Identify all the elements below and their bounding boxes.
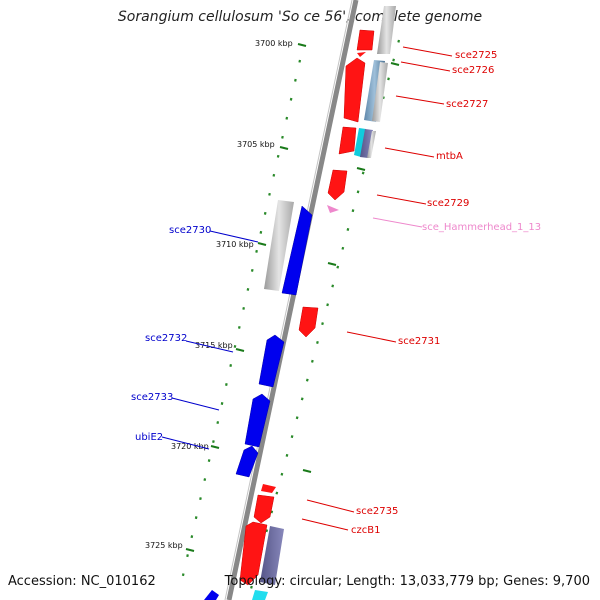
cds-sce2730-grey [264,200,294,291]
tick-label: 3710 kbp [216,240,254,249]
reverse-cds-track [204,200,313,600]
gene-label: sce2725 [455,50,497,61]
gene-label: sce_Hammerhead_1_13 [422,222,541,233]
tick-label: 3715 kbp [195,341,233,350]
genome-backbone [224,0,359,600]
tick-label: 3705 kbp [237,140,275,149]
gene-label: sce2735 [356,506,398,517]
cds-bottom-blue [204,590,219,600]
feature-purple [360,129,373,158]
feature-grey-small [367,131,376,158]
gene-label: sce2727 [446,99,488,110]
feature-cyan-lower [252,590,268,600]
feature-cyan [354,128,366,157]
cds-sce2735 [253,494,275,524]
gene-label: sce2726 [452,65,494,76]
feature-grey-top [377,6,396,54]
gene-label: mtbA [436,151,463,162]
feature-grey-mid [372,62,388,122]
cds-sce2733 [244,393,271,448]
gene-label: sce2732 [145,333,187,344]
cds-sce2725 [356,29,375,51]
gene-label: ubiE2 [135,432,163,443]
rna-sce_Hammerhead_1_13 [327,205,339,213]
cds-ubiE2 [235,445,259,478]
tick-dashes [185,43,400,552]
gene-label: sce2730 [169,225,211,236]
tick-label: 3725 kbp [145,541,183,550]
label-leaders [161,46,453,531]
cds-sce2731 [298,306,319,338]
cds-mtbA [338,126,357,155]
gene-labels: sce2725 sce2726 sce2727 mtbA sce2729 sce… [131,50,541,536]
cds-czcB1 [239,521,268,586]
cds-sce2735-a [261,484,276,493]
tick-label: 3700 kbp [255,39,293,48]
gene-label: czcB1 [351,525,380,536]
cds-sce2727 [343,57,366,123]
cds-sce2729 [327,169,348,201]
feature-purple-lower [260,526,284,585]
feature-track-outer [252,6,396,600]
inner-dotted-track [180,59,302,581]
gene-label: sce2729 [427,198,469,209]
gene-label: sce2731 [398,336,440,347]
cds-sce2732 [258,334,285,388]
tick-label: 3720 kbp [171,442,209,451]
cds-sce2730 [281,205,313,296]
forward-cds-track [239,29,375,586]
gene-label: sce2733 [131,392,173,403]
accession-text: Accession: NC_010162 [8,574,156,589]
topology-text: Topology: circular; Length: 13,033,779 b… [224,574,590,589]
cds-sce2726 [357,52,366,57]
